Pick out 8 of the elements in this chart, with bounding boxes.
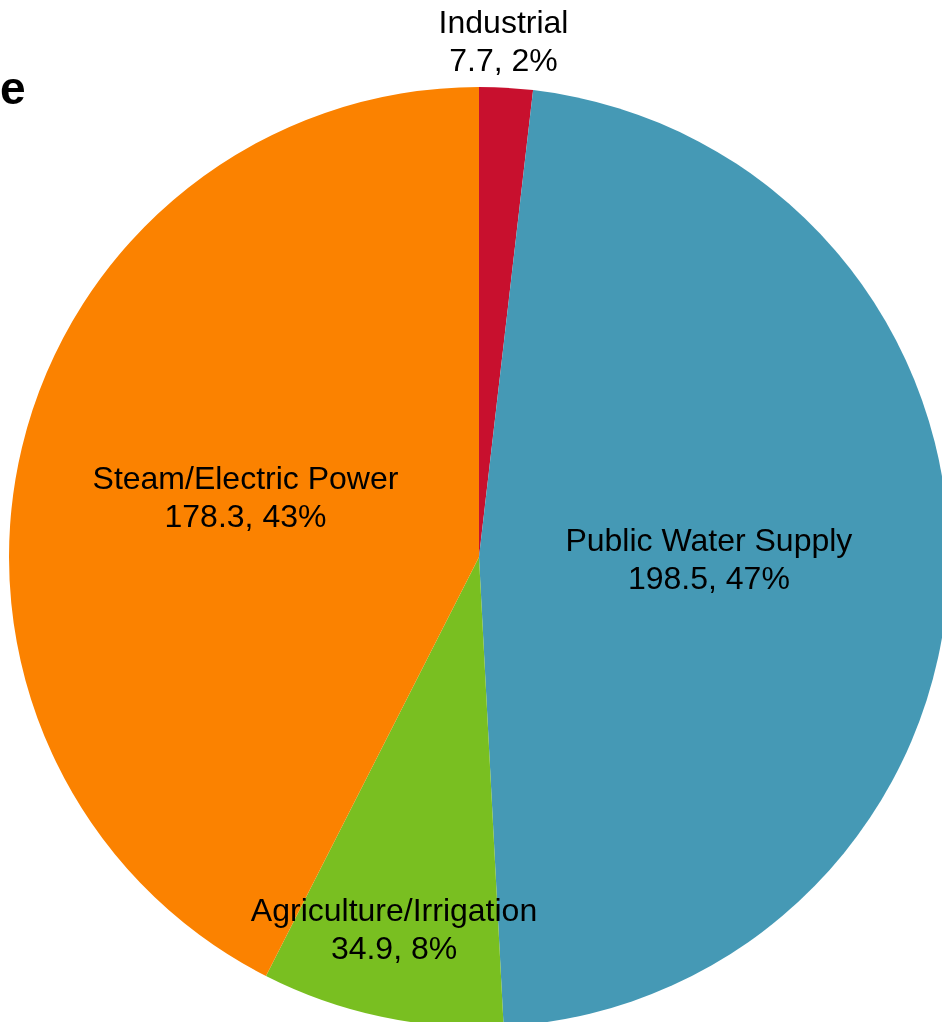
text: e <box>0 62 26 114</box>
slice-label: Steam/Electric Power <box>92 460 399 497</box>
data-label: 7.7, 2% <box>449 41 558 78</box>
slice-label: Public Water Supply <box>565 522 853 559</box>
data-label: 34.9, 8% <box>330 930 458 967</box>
data-label: 198.5, 47% <box>627 560 790 597</box>
slice-label: Industrial <box>438 3 569 40</box>
data-label: 178.3, 43% <box>164 498 327 535</box>
